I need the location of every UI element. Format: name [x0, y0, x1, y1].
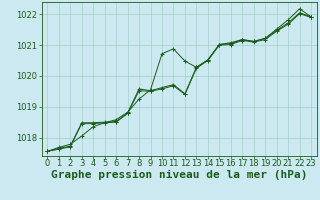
X-axis label: Graphe pression niveau de la mer (hPa): Graphe pression niveau de la mer (hPa): [51, 170, 308, 180]
